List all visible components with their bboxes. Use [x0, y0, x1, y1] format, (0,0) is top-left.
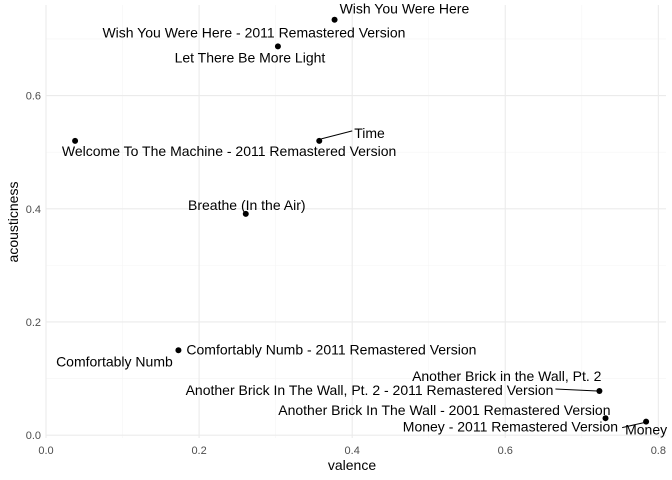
- leader-line: [555, 388, 598, 392]
- point-label: Another Brick In The Wall, Pt. 2 - 2011 …: [186, 382, 554, 398]
- y-tick-label: 0.4: [26, 204, 41, 216]
- data-point: [72, 137, 79, 144]
- point-labels: Wish You Were Here Wish You Were Here - 2…: [56, 1, 667, 438]
- point-label: Let There Be More Light: [175, 49, 326, 65]
- grid-minor: [46, 5, 666, 438]
- x-tick-label: 0.4: [345, 445, 360, 457]
- point-label: Welcome To The Machine - 2011 Remastered…: [62, 143, 396, 159]
- x-axis-title: valence: [328, 457, 376, 473]
- label-leader-lines: [321, 130, 645, 429]
- leader-line: [621, 422, 645, 429]
- point-label: Comfortably Numb: [56, 353, 173, 369]
- point-label: Time: [354, 125, 385, 141]
- x-tick-label: 0.6: [498, 445, 513, 457]
- data-points: [72, 16, 650, 425]
- point-label: Breathe (In the Air): [188, 197, 306, 213]
- data-point: [175, 347, 182, 354]
- point-label: Wish You Were Here - 2011 Remastered Ver…: [102, 24, 405, 40]
- y-tick-label: 0.6: [26, 91, 41, 103]
- x-tick-label: 0.2: [191, 445, 206, 457]
- x-tick-label: 0.8: [651, 445, 666, 457]
- point-label: Money: [625, 422, 667, 438]
- data-point: [316, 137, 323, 144]
- x-axis-ticks: 0.0 0.2 0.4 0.6 0.8: [38, 445, 666, 457]
- plot-panel: [46, 5, 666, 438]
- data-point: [242, 210, 249, 217]
- data-point: [274, 43, 281, 50]
- data-point: [331, 16, 338, 23]
- leader-line: [321, 130, 353, 140]
- data-point: [596, 388, 603, 395]
- point-label: Wish You Were Here: [340, 1, 470, 17]
- point-label: Money - 2011 Remastered Version: [403, 419, 618, 435]
- y-axis-title: acousticness: [5, 182, 21, 263]
- x-tick-label: 0.0: [38, 445, 53, 457]
- data-point: [643, 418, 650, 425]
- grid-major: [45, 5, 666, 438]
- y-tick-label: 0.2: [26, 317, 41, 329]
- y-tick-label: 0.0: [26, 430, 41, 442]
- y-axis-ticks: 0.0 0.2 0.4 0.6: [26, 91, 41, 443]
- point-label: Another Brick In The Wall - 2001 Remaste…: [278, 402, 610, 418]
- point-label: Comfortably Numb - 2011 Remastered Versi…: [186, 341, 476, 357]
- point-label: Another Brick in the Wall, Pt. 2: [412, 368, 602, 384]
- data-point: [602, 415, 609, 422]
